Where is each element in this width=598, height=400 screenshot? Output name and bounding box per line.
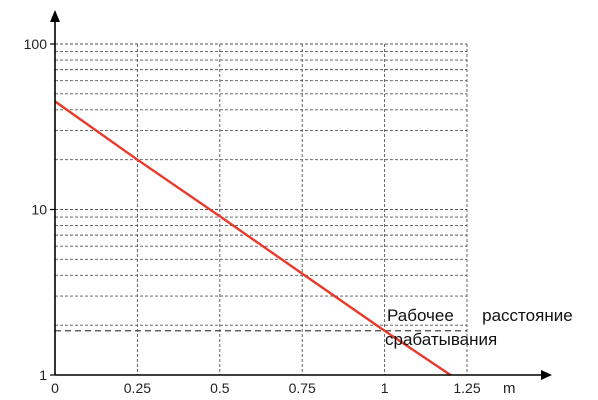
x-tick-label: 0 [51, 380, 59, 396]
x-tick-label: 0.75 [289, 380, 316, 396]
axes [50, 10, 552, 380]
x-axis-arrow [541, 370, 552, 380]
y-tick-label: 1 [39, 367, 47, 383]
x-tick-label: 1.25 [453, 380, 480, 396]
y-tick-labels: 1 10 100 [24, 36, 55, 383]
x-tick-label: 1 [381, 380, 389, 396]
annotation-line-1: Рабочее расстояние [387, 306, 573, 325]
x-tick-label: 0.5 [210, 380, 230, 396]
x-tick-label: 0.25 [124, 380, 151, 396]
series-line [54, 100, 452, 376]
annotation-line-2: срабатывания [385, 330, 497, 349]
y-axis-arrow [50, 10, 60, 22]
x-tick-labels: 0 0.25 0.5 0.75 1 1.25 [51, 380, 481, 396]
grid [55, 43, 468, 375]
x-axis-unit: m [503, 380, 516, 397]
y-tick-label: 100 [24, 36, 48, 52]
y-tick-label: 10 [31, 202, 47, 218]
